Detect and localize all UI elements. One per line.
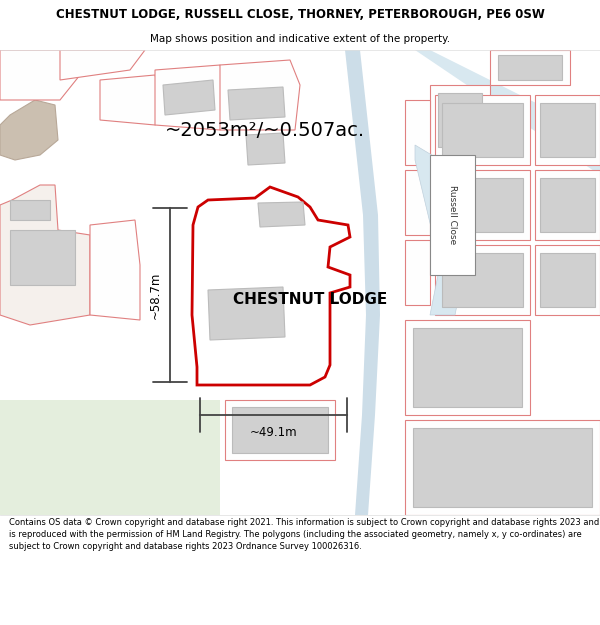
Polygon shape — [246, 133, 285, 165]
Polygon shape — [10, 200, 50, 220]
Text: ~49.1m: ~49.1m — [250, 426, 298, 439]
Polygon shape — [413, 328, 522, 407]
Polygon shape — [60, 50, 145, 80]
Polygon shape — [0, 50, 80, 100]
Polygon shape — [405, 320, 530, 415]
Polygon shape — [535, 245, 600, 315]
Polygon shape — [208, 287, 285, 340]
Polygon shape — [258, 202, 305, 227]
Polygon shape — [345, 50, 380, 515]
Polygon shape — [0, 400, 220, 515]
Polygon shape — [540, 178, 595, 232]
Polygon shape — [535, 170, 600, 240]
Polygon shape — [405, 100, 430, 165]
Text: CHESTNUT LODGE: CHESTNUT LODGE — [233, 292, 387, 308]
Polygon shape — [415, 50, 600, 175]
Polygon shape — [405, 420, 600, 515]
Polygon shape — [0, 100, 58, 160]
Text: Russell Close: Russell Close — [448, 186, 457, 244]
Polygon shape — [232, 407, 328, 453]
Polygon shape — [540, 253, 595, 307]
Polygon shape — [155, 65, 230, 130]
Polygon shape — [405, 240, 430, 305]
Polygon shape — [225, 400, 335, 460]
Polygon shape — [435, 95, 530, 165]
Polygon shape — [415, 145, 465, 315]
Polygon shape — [10, 230, 75, 285]
Text: ~2053m²/~0.507ac.: ~2053m²/~0.507ac. — [165, 121, 365, 139]
Polygon shape — [435, 245, 530, 315]
Polygon shape — [535, 95, 600, 165]
Polygon shape — [220, 60, 300, 130]
Polygon shape — [413, 428, 592, 507]
Text: Contains OS data © Crown copyright and database right 2021. This information is : Contains OS data © Crown copyright and d… — [9, 518, 599, 551]
Polygon shape — [0, 185, 90, 325]
Polygon shape — [192, 187, 350, 385]
Polygon shape — [442, 178, 523, 232]
Polygon shape — [490, 50, 570, 85]
Polygon shape — [405, 170, 430, 235]
Polygon shape — [498, 55, 562, 80]
Text: Map shows position and indicative extent of the property.: Map shows position and indicative extent… — [150, 34, 450, 44]
Polygon shape — [430, 155, 475, 275]
Polygon shape — [442, 253, 523, 307]
Polygon shape — [430, 85, 490, 155]
Polygon shape — [228, 87, 285, 120]
Polygon shape — [438, 93, 482, 147]
Polygon shape — [163, 80, 215, 115]
Polygon shape — [442, 103, 523, 157]
Text: CHESTNUT LODGE, RUSSELL CLOSE, THORNEY, PETERBOROUGH, PE6 0SW: CHESTNUT LODGE, RUSSELL CLOSE, THORNEY, … — [56, 8, 544, 21]
Polygon shape — [540, 103, 595, 157]
Polygon shape — [90, 220, 140, 320]
Polygon shape — [100, 75, 165, 125]
Polygon shape — [435, 170, 530, 240]
Text: ~58.7m: ~58.7m — [149, 271, 161, 319]
